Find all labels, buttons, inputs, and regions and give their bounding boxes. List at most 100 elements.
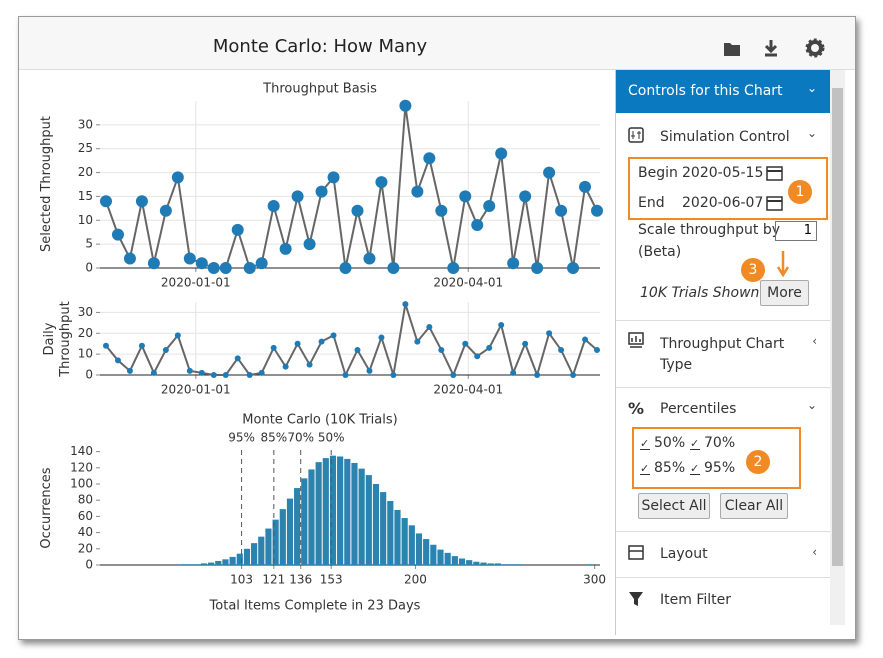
data-point — [591, 204, 604, 217]
begin-date[interactable]: 2020-05-15 — [682, 165, 764, 181]
percentile-options: ✓ 50% ✓ 70% ✓ 85% ✓ 95% — [640, 435, 760, 485]
data-point — [255, 257, 268, 270]
histogram-bar — [351, 462, 358, 565]
histogram-bar — [200, 563, 208, 565]
histogram-bar — [236, 553, 243, 565]
section-title[interactable]: Throughput Chart Type — [660, 336, 785, 373]
data-point — [546, 330, 553, 337]
chart-title: Throughput Basis — [262, 82, 377, 97]
scrollbar-thumb[interactable] — [832, 88, 843, 566]
data-point — [315, 185, 328, 198]
chart-type-section: Throughput Chart Type ‹ — [616, 320, 831, 388]
data-point — [111, 228, 124, 241]
data-point — [426, 324, 433, 331]
histogram-bar — [387, 501, 394, 565]
more-button[interactable]: More — [760, 280, 809, 306]
y-tick-label: 20 — [78, 326, 93, 340]
data-point — [279, 242, 292, 255]
y-tick-label: 30 — [78, 305, 93, 319]
histogram-bar — [337, 456, 344, 565]
y-tick-label: 80 — [78, 493, 93, 507]
data-point — [327, 171, 340, 184]
data-point — [498, 321, 505, 328]
data-point — [450, 372, 457, 378]
section-title[interactable]: Item Filter — [660, 592, 731, 608]
percentile-checkbox[interactable]: ✓ 50% — [640, 435, 685, 451]
histogram-bar — [315, 462, 322, 565]
histogram-bar — [480, 562, 487, 565]
percentiles-section: % Percentiles ⌄ ✓ 50% ✓ 70% ✓ 85% ✓ 95% Select … — [616, 387, 831, 532]
highlight-box — [628, 157, 828, 220]
y-tick-label: 20 — [78, 541, 93, 555]
panel-header[interactable]: Controls for this Chart ⌄ — [616, 70, 831, 113]
settings-icon[interactable] — [805, 38, 825, 58]
histogram-bar — [286, 498, 294, 565]
data-point — [267, 199, 280, 212]
histogram-bar — [258, 536, 265, 565]
callout-badge: 1 — [788, 180, 812, 204]
y-tick-label: 0 — [85, 368, 93, 382]
collapse-icon: ⌄ — [806, 398, 817, 412]
histogram-bar — [451, 556, 458, 565]
data-point — [534, 372, 541, 378]
data-point — [198, 369, 205, 376]
controls-panel: Controls for this Chart ⌄ Simulation Con… — [615, 70, 831, 635]
data-point — [222, 372, 229, 378]
scrollbar[interactable] — [830, 70, 845, 625]
end-date[interactable]: 2020-06-07 — [682, 195, 764, 211]
data-point — [147, 257, 160, 270]
x-tick-label: 153 — [320, 573, 343, 587]
data-point — [306, 361, 313, 368]
histogram-bar — [487, 563, 494, 565]
data-point — [438, 346, 445, 353]
data-point — [423, 152, 436, 165]
data-point — [195, 257, 208, 270]
folder-icon[interactable] — [724, 43, 740, 56]
data-point — [246, 372, 253, 378]
histogram-bar — [437, 549, 444, 565]
select-all-button[interactable]: Select All — [638, 493, 710, 519]
data-point — [114, 357, 121, 364]
percentile-checkbox[interactable]: ✓ 70% — [690, 435, 735, 451]
begin-label: Begin — [638, 165, 678, 181]
data-point — [207, 262, 220, 274]
y-axis-label: Occurrences — [39, 467, 54, 549]
percentile-option: 85% — [654, 460, 686, 476]
histogram-bar — [243, 548, 251, 565]
y-tick-label: 10 — [78, 347, 93, 361]
histogram-bar — [394, 509, 401, 565]
data-point — [354, 346, 361, 353]
data-point — [318, 338, 325, 345]
data-point — [270, 344, 277, 351]
y-tick-label: 30 — [78, 117, 93, 131]
percentile-checkbox[interactable]: ✓ 85% — [640, 460, 685, 476]
histogram-bar — [301, 478, 308, 565]
beta-label: (Beta) — [638, 244, 682, 260]
calendar-icons[interactable] — [766, 164, 784, 212]
percentile-label: 70% — [287, 431, 314, 445]
section-title[interactable]: Layout — [660, 546, 708, 562]
histogram-bar — [501, 564, 509, 565]
data-point — [375, 176, 388, 189]
end-label: End — [638, 195, 665, 211]
histogram-bar — [186, 564, 193, 565]
download-icon[interactable] — [764, 40, 778, 57]
section-title[interactable]: Simulation Control — [660, 129, 790, 145]
percentile-checkbox[interactable]: ✓ 95% — [690, 460, 735, 476]
data-point — [123, 252, 136, 265]
data-point — [102, 342, 109, 349]
histogram-bar — [322, 458, 329, 565]
x-tick-label: 2020-01-01 — [161, 383, 231, 397]
histogram-bar — [401, 518, 408, 565]
histogram-bar — [308, 469, 315, 565]
data-point — [138, 342, 145, 349]
histogram-bar — [372, 484, 380, 565]
histogram-bar — [415, 533, 423, 565]
histogram-bar — [193, 564, 200, 565]
data-point — [570, 372, 577, 378]
clear-all-button[interactable]: Clear All — [720, 493, 788, 519]
scale-input[interactable]: 1 — [775, 221, 817, 241]
x-tick-label: 2020-04-01 — [433, 276, 503, 290]
section-title[interactable]: Percentiles — [660, 401, 737, 417]
percentile-icon: % — [628, 399, 645, 418]
